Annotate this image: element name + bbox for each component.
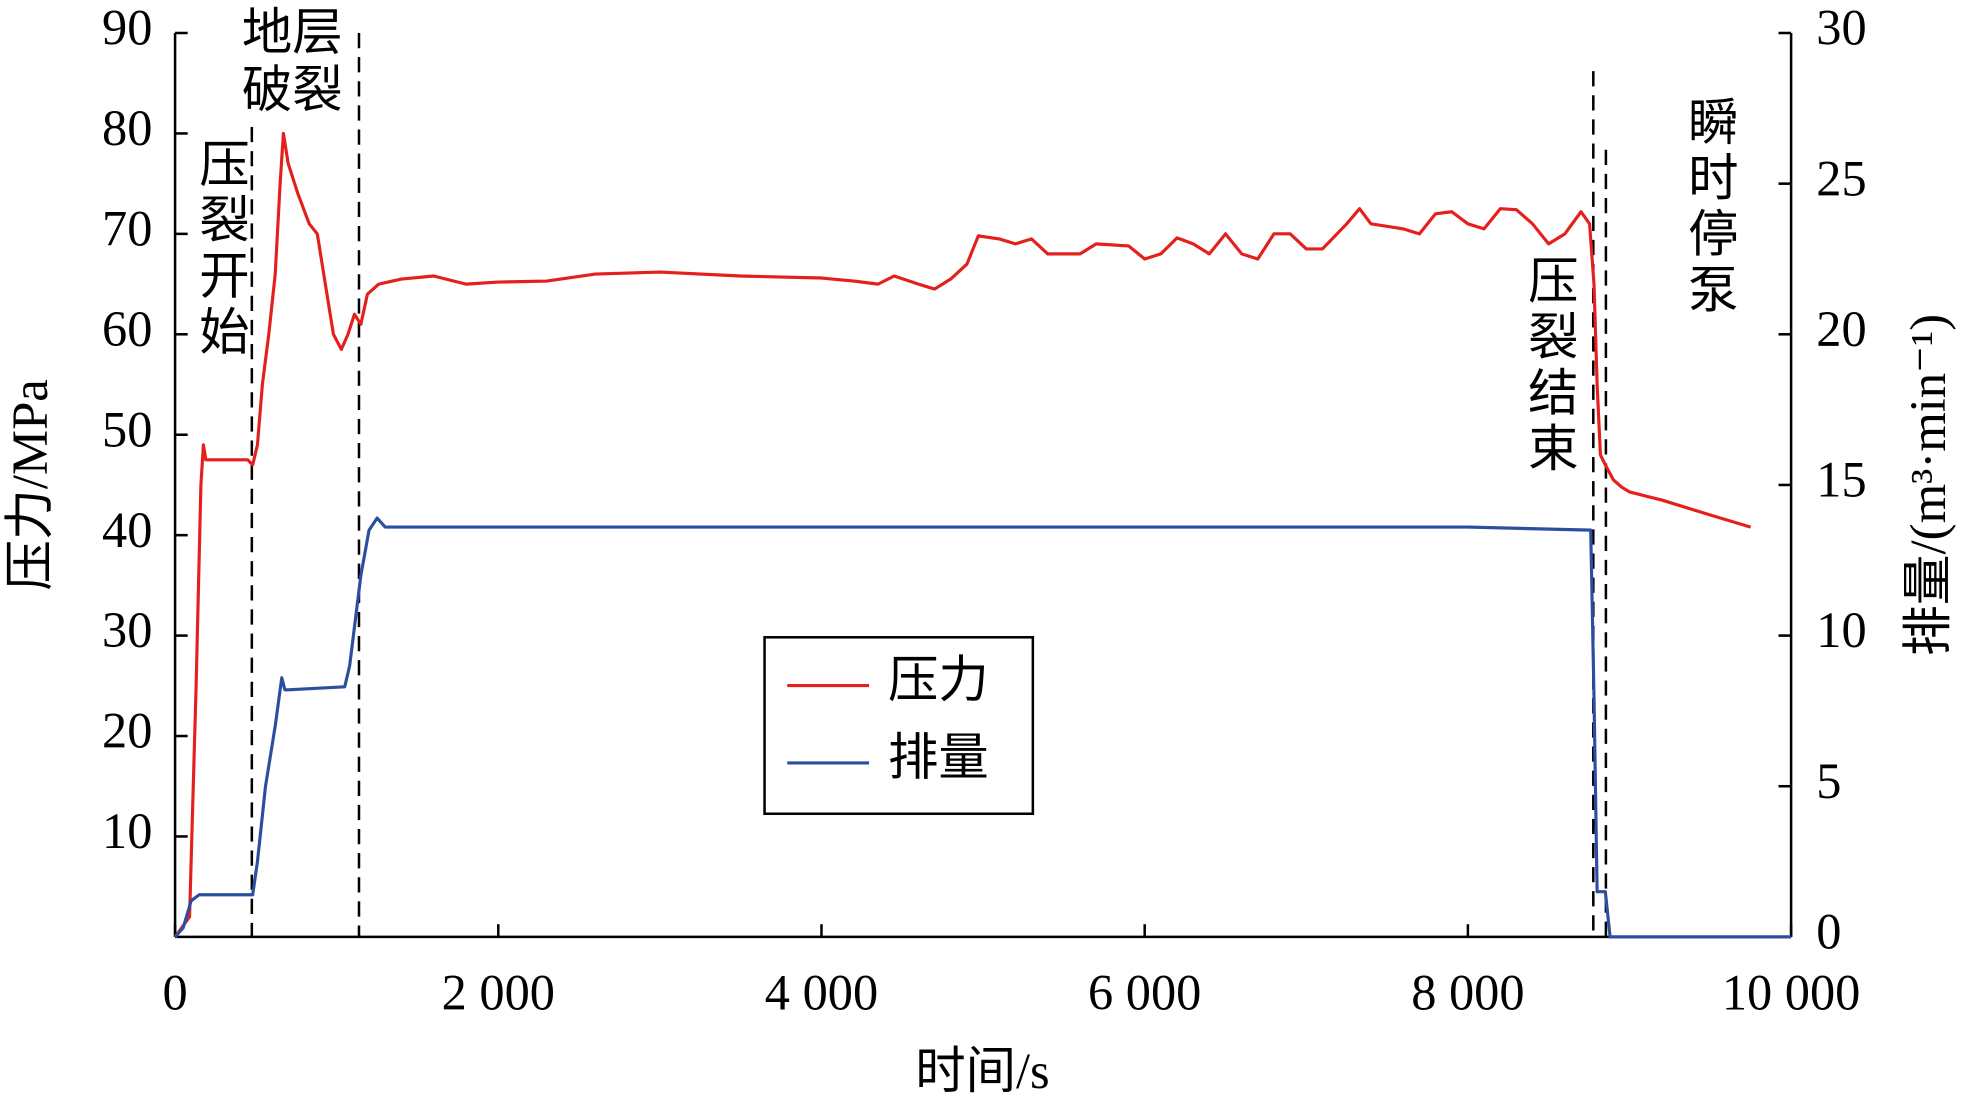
annotation: 瞬时停泵 xyxy=(1680,95,1737,318)
y2-tick-label: 15 xyxy=(1816,451,1866,507)
x-tick-label: 6 000 xyxy=(1088,964,1201,1020)
y-tick-label: 60 xyxy=(102,301,152,357)
data-line xyxy=(173,516,1792,939)
legend-box xyxy=(763,636,1035,816)
annotation: 地层 xyxy=(242,5,343,61)
x-tick-label: 10 000 xyxy=(1722,964,1861,1020)
x-tick-label: 8 000 xyxy=(1411,964,1524,1020)
y2-tick-label: 0 xyxy=(1816,903,1841,959)
legend-label: 排量 xyxy=(888,729,989,785)
data-line xyxy=(173,131,1752,938)
x-tick-label: 0 xyxy=(162,964,187,1020)
x-tick-label: 4 000 xyxy=(765,964,878,1020)
y-tick-label: 50 xyxy=(102,401,152,457)
annotation: 压裂开始 xyxy=(192,137,249,360)
y2-tick-label: 10 xyxy=(1816,602,1866,658)
y-tick-label: 90 xyxy=(102,0,152,56)
y-tick-label: 20 xyxy=(102,703,152,759)
y-axis-label: 压力/MPa xyxy=(2,379,58,591)
y-tick-label: 30 xyxy=(102,602,152,658)
legend-label: 压力 xyxy=(888,652,989,708)
y-tick-label: 80 xyxy=(102,100,152,156)
y2-tick-label: 30 xyxy=(1816,0,1866,56)
y2-tick-label: 25 xyxy=(1816,150,1866,206)
y-tick-label: 70 xyxy=(102,200,152,256)
annotation: 压裂结束 xyxy=(1520,254,1577,477)
y2-axis-label: 排量/(m³·min⁻¹) xyxy=(1900,314,1956,656)
x-axis-label: 时间/s xyxy=(915,1043,1049,1099)
y-tick-label: 40 xyxy=(102,502,152,558)
y2-tick-label: 5 xyxy=(1816,753,1841,809)
x-tick-label: 2 000 xyxy=(442,964,555,1020)
annotation: 破裂 xyxy=(242,62,343,118)
y-tick-label: 10 xyxy=(102,803,152,859)
y2-tick-label: 20 xyxy=(1816,301,1866,357)
